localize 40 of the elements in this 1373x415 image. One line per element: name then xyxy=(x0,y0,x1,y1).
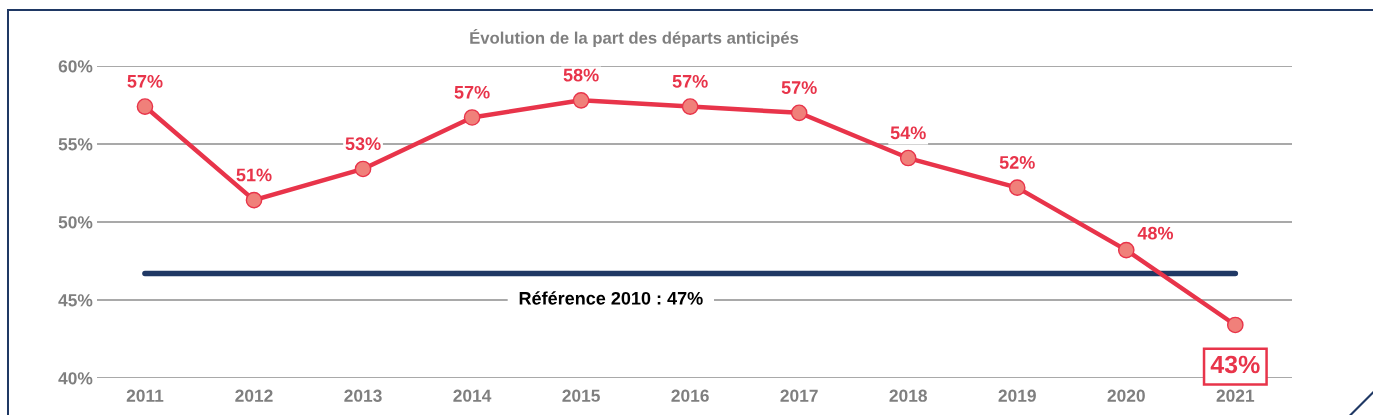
point xyxy=(463,109,481,126)
x-tick-label: 2019 xyxy=(998,389,1036,402)
data-label: 53% xyxy=(345,137,381,151)
ref-line-label: Référence 2010 : 47% xyxy=(519,291,703,305)
data-label: 54% xyxy=(890,126,926,140)
x-tick-label: 2020 xyxy=(1107,389,1145,402)
x-tick-label: 2016 xyxy=(671,389,709,402)
point xyxy=(354,160,372,178)
point xyxy=(681,98,699,115)
x-tick-label: 2017 xyxy=(780,389,818,402)
y-tick-label: 60% xyxy=(58,60,93,73)
x-tick-label: 2012 xyxy=(235,389,273,402)
y-tick-label: 55% xyxy=(58,138,93,151)
data-label: 57% xyxy=(672,74,708,88)
chart-title: Évolution de la part des départs anticipés xyxy=(470,28,799,48)
data-label: 48% xyxy=(1137,226,1174,240)
point xyxy=(136,98,154,115)
y-tick-label: 45% xyxy=(58,294,93,307)
point xyxy=(790,104,808,122)
data-label: 43% xyxy=(1210,355,1260,374)
x-tick-label: 2013 xyxy=(344,389,382,402)
data-label: 57% xyxy=(127,74,163,88)
x-tick-label: 2015 xyxy=(562,389,600,402)
point xyxy=(899,149,917,167)
y-tick-label: 50% xyxy=(58,216,93,229)
x-tick-label: 2014 xyxy=(453,389,492,402)
y-tick-label: 40% xyxy=(58,372,93,385)
x-tick-label: 2021 xyxy=(1216,389,1255,402)
data-label: 57% xyxy=(454,85,490,99)
point xyxy=(1008,179,1026,197)
point xyxy=(245,191,263,209)
point xyxy=(1226,316,1244,334)
data-label: 57% xyxy=(781,81,817,94)
data-label: 51% xyxy=(236,168,272,182)
x-tick-label: 2018 xyxy=(889,389,927,402)
point xyxy=(572,91,590,109)
data-label: 58% xyxy=(563,68,599,82)
data-label: 52% xyxy=(999,156,1035,169)
point xyxy=(1117,241,1135,259)
x-tick-label: 2011 xyxy=(126,389,164,402)
